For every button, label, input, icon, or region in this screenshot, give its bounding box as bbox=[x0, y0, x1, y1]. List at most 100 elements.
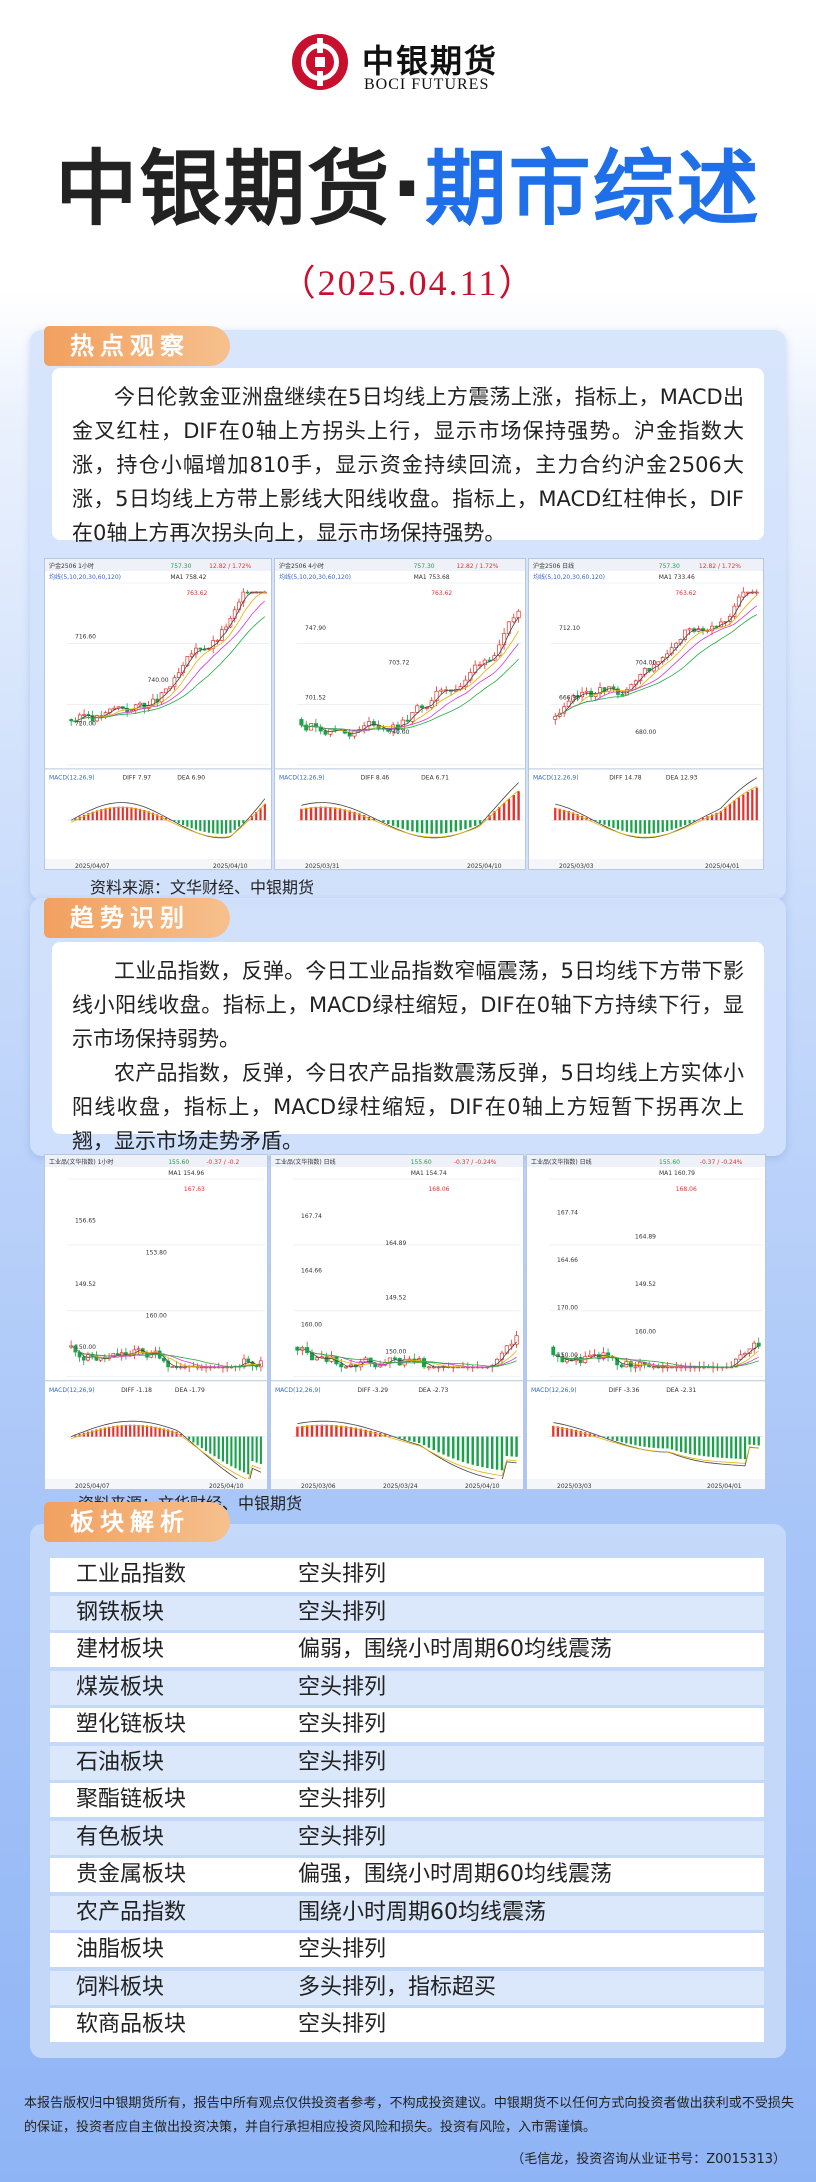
ma-line bbox=[555, 614, 757, 717]
chart-price: 155.60 bbox=[659, 1159, 680, 1166]
candle bbox=[198, 647, 203, 650]
sector-name: 聚酯链板块 bbox=[76, 1787, 187, 1812]
brand-logo: 中银期货 BOCI FUTURES bbox=[292, 34, 532, 98]
candle bbox=[241, 591, 246, 603]
sector-status: 围绕小时周期60均线震荡 bbox=[298, 1899, 546, 1925]
price-label: 164.66 bbox=[557, 1257, 578, 1264]
sector-status: 空头排列 bbox=[298, 1787, 387, 1812]
candle bbox=[410, 712, 415, 722]
candle bbox=[620, 694, 625, 696]
chart-header-bar bbox=[529, 559, 763, 571]
macd-dea-line bbox=[555, 785, 757, 838]
date-label: 2025/03/03 bbox=[557, 1483, 592, 1490]
date-axis-bar bbox=[45, 859, 271, 869]
ma-line bbox=[71, 600, 266, 722]
ma-line bbox=[301, 616, 519, 734]
chart-head: 沪金2506 日线 bbox=[533, 562, 574, 570]
macd-dea-line bbox=[70, 1425, 262, 1481]
candle bbox=[705, 630, 710, 633]
candle bbox=[683, 629, 688, 640]
date-axis-bar bbox=[275, 859, 525, 869]
ma-line bbox=[70, 1345, 261, 1368]
sector-name: 石油板块 bbox=[76, 1749, 165, 1775]
sector-name: 油脂板块 bbox=[76, 1937, 165, 1962]
candle bbox=[245, 591, 250, 594]
price-label: 149.52 bbox=[75, 1281, 96, 1288]
price-label: 170.00 bbox=[557, 1305, 578, 1312]
sector-status: 空头排列 bbox=[298, 1937, 387, 1962]
date-label: 2025/03/31 bbox=[305, 863, 340, 870]
candle bbox=[560, 1356, 565, 1363]
chart-head: 工业品(文华指数) 1小时 bbox=[49, 1158, 113, 1166]
price-label: 712.10 bbox=[559, 625, 580, 632]
trend-para2: 农产品指数，反弹，今日农产品指数震荡反弹，5日均线上方实体小阳线收盘，指标上，M… bbox=[72, 1061, 744, 1153]
price-label: 747.90 bbox=[305, 625, 326, 632]
candle bbox=[323, 730, 328, 735]
hot-source: 资料来源：文华财经、中银期货 bbox=[90, 878, 315, 897]
candle bbox=[392, 1357, 397, 1360]
candle bbox=[509, 1343, 514, 1347]
chart-change: 12.82 / 1.72% bbox=[699, 563, 741, 570]
macd-dea: DEA -1.79 bbox=[175, 1387, 205, 1394]
ma1-value: MA1 753.68 bbox=[414, 574, 450, 581]
candle bbox=[407, 1358, 412, 1361]
sector-row: 软商品板块 空头排列 bbox=[50, 2008, 764, 2042]
price-label: 168.06 bbox=[676, 1186, 697, 1193]
candle bbox=[415, 705, 420, 713]
price-label: 149.52 bbox=[385, 1294, 406, 1301]
sector-section: 板块解析 工业品指数 空头排列 钢铁板块 空头排列 建材板块 偏弱，围绕小时周期60均线震… bbox=[30, 1502, 786, 2058]
candle bbox=[516, 610, 521, 619]
chart-head: 工业品(文华指数) 日线 bbox=[275, 1158, 336, 1166]
chart-head: 工业品(文华指数) 日线 bbox=[531, 1158, 592, 1166]
candle bbox=[602, 687, 607, 692]
candle bbox=[756, 1342, 761, 1347]
candle bbox=[553, 715, 558, 720]
macd-legend: MACD(12,26,9) bbox=[275, 1387, 321, 1394]
chart-header-bar bbox=[271, 1155, 523, 1167]
price-label: 160.00 bbox=[301, 1322, 322, 1329]
candle bbox=[502, 633, 507, 646]
brand-name-en: BOCI FUTURES bbox=[364, 76, 490, 93]
index-chart-2: 工业品(文华指数) 日线 155.60 -0.37 / -0.24% MA1 154.… bbox=[270, 1154, 524, 1490]
candle bbox=[511, 617, 516, 623]
candle bbox=[81, 1356, 86, 1361]
date-label: 2025/04/10 bbox=[465, 1483, 500, 1490]
macd-dea-line bbox=[553, 1426, 759, 1464]
candle bbox=[741, 591, 746, 598]
date-label: 2025/04/01 bbox=[705, 863, 740, 870]
ma1-value: MA1 160.79 bbox=[659, 1170, 695, 1177]
candle bbox=[162, 1357, 166, 1362]
chart-price: 155.60 bbox=[168, 1159, 189, 1166]
disclaimer: 本报告版权归中银期货所有，报告中所有观点仅供投资者参考，不构成投资建议。中银期货… bbox=[24, 2096, 794, 2135]
macd-legend: MACD(12,26,9) bbox=[533, 774, 579, 781]
gold-chart-3: 沪金2506 日线 757.30 12.82 / 1.72% 均线(5,10,20,3… bbox=[528, 558, 764, 870]
candle bbox=[314, 1357, 319, 1361]
page-title: 中银期货·期市综述 bbox=[0, 140, 816, 240]
ma1-value: MA1 154.74 bbox=[411, 1170, 447, 1177]
sector-row: 农产品指数 围绕小时周期60均线震荡 bbox=[50, 1895, 764, 1930]
price-label: 150.00 bbox=[385, 1349, 406, 1356]
price-label: 701.52 bbox=[305, 694, 326, 701]
sector-name: 煤炭板块 bbox=[76, 1674, 165, 1700]
candle bbox=[426, 1366, 431, 1369]
price-label: 740.00 bbox=[388, 729, 409, 736]
macd-legend: MACD(12,26,9) bbox=[49, 1387, 95, 1394]
macd-diff: DIFF -1.18 bbox=[121, 1387, 152, 1394]
price-label: 740.00 bbox=[148, 677, 169, 684]
macd-legend: MACD(12,26,9) bbox=[279, 774, 325, 781]
candle bbox=[738, 1354, 743, 1360]
trend-section: 趋势识别 工业品指数，反弹。今日工业品指数窄幅震荡，5日均线下方带下影线小阳线收… bbox=[30, 898, 786, 1156]
candle bbox=[344, 1366, 349, 1369]
sector-row: 钢铁板块 空头排列 bbox=[50, 1595, 764, 1630]
sector-status: 空头排列 bbox=[298, 1824, 387, 1850]
ma-line bbox=[555, 595, 758, 717]
macd-dea-line bbox=[301, 790, 519, 838]
candle bbox=[242, 1358, 246, 1368]
candle bbox=[687, 628, 692, 631]
sector-name: 工业品指数 bbox=[76, 1562, 187, 1587]
sector-row: 石油板块 空头排列 bbox=[50, 1745, 764, 1780]
ma1-value: MA1 733.46 bbox=[659, 574, 695, 581]
candle bbox=[477, 664, 483, 667]
price-label: 164.66 bbox=[301, 1267, 322, 1274]
macd-legend: MACD(12,26,9) bbox=[49, 774, 95, 781]
